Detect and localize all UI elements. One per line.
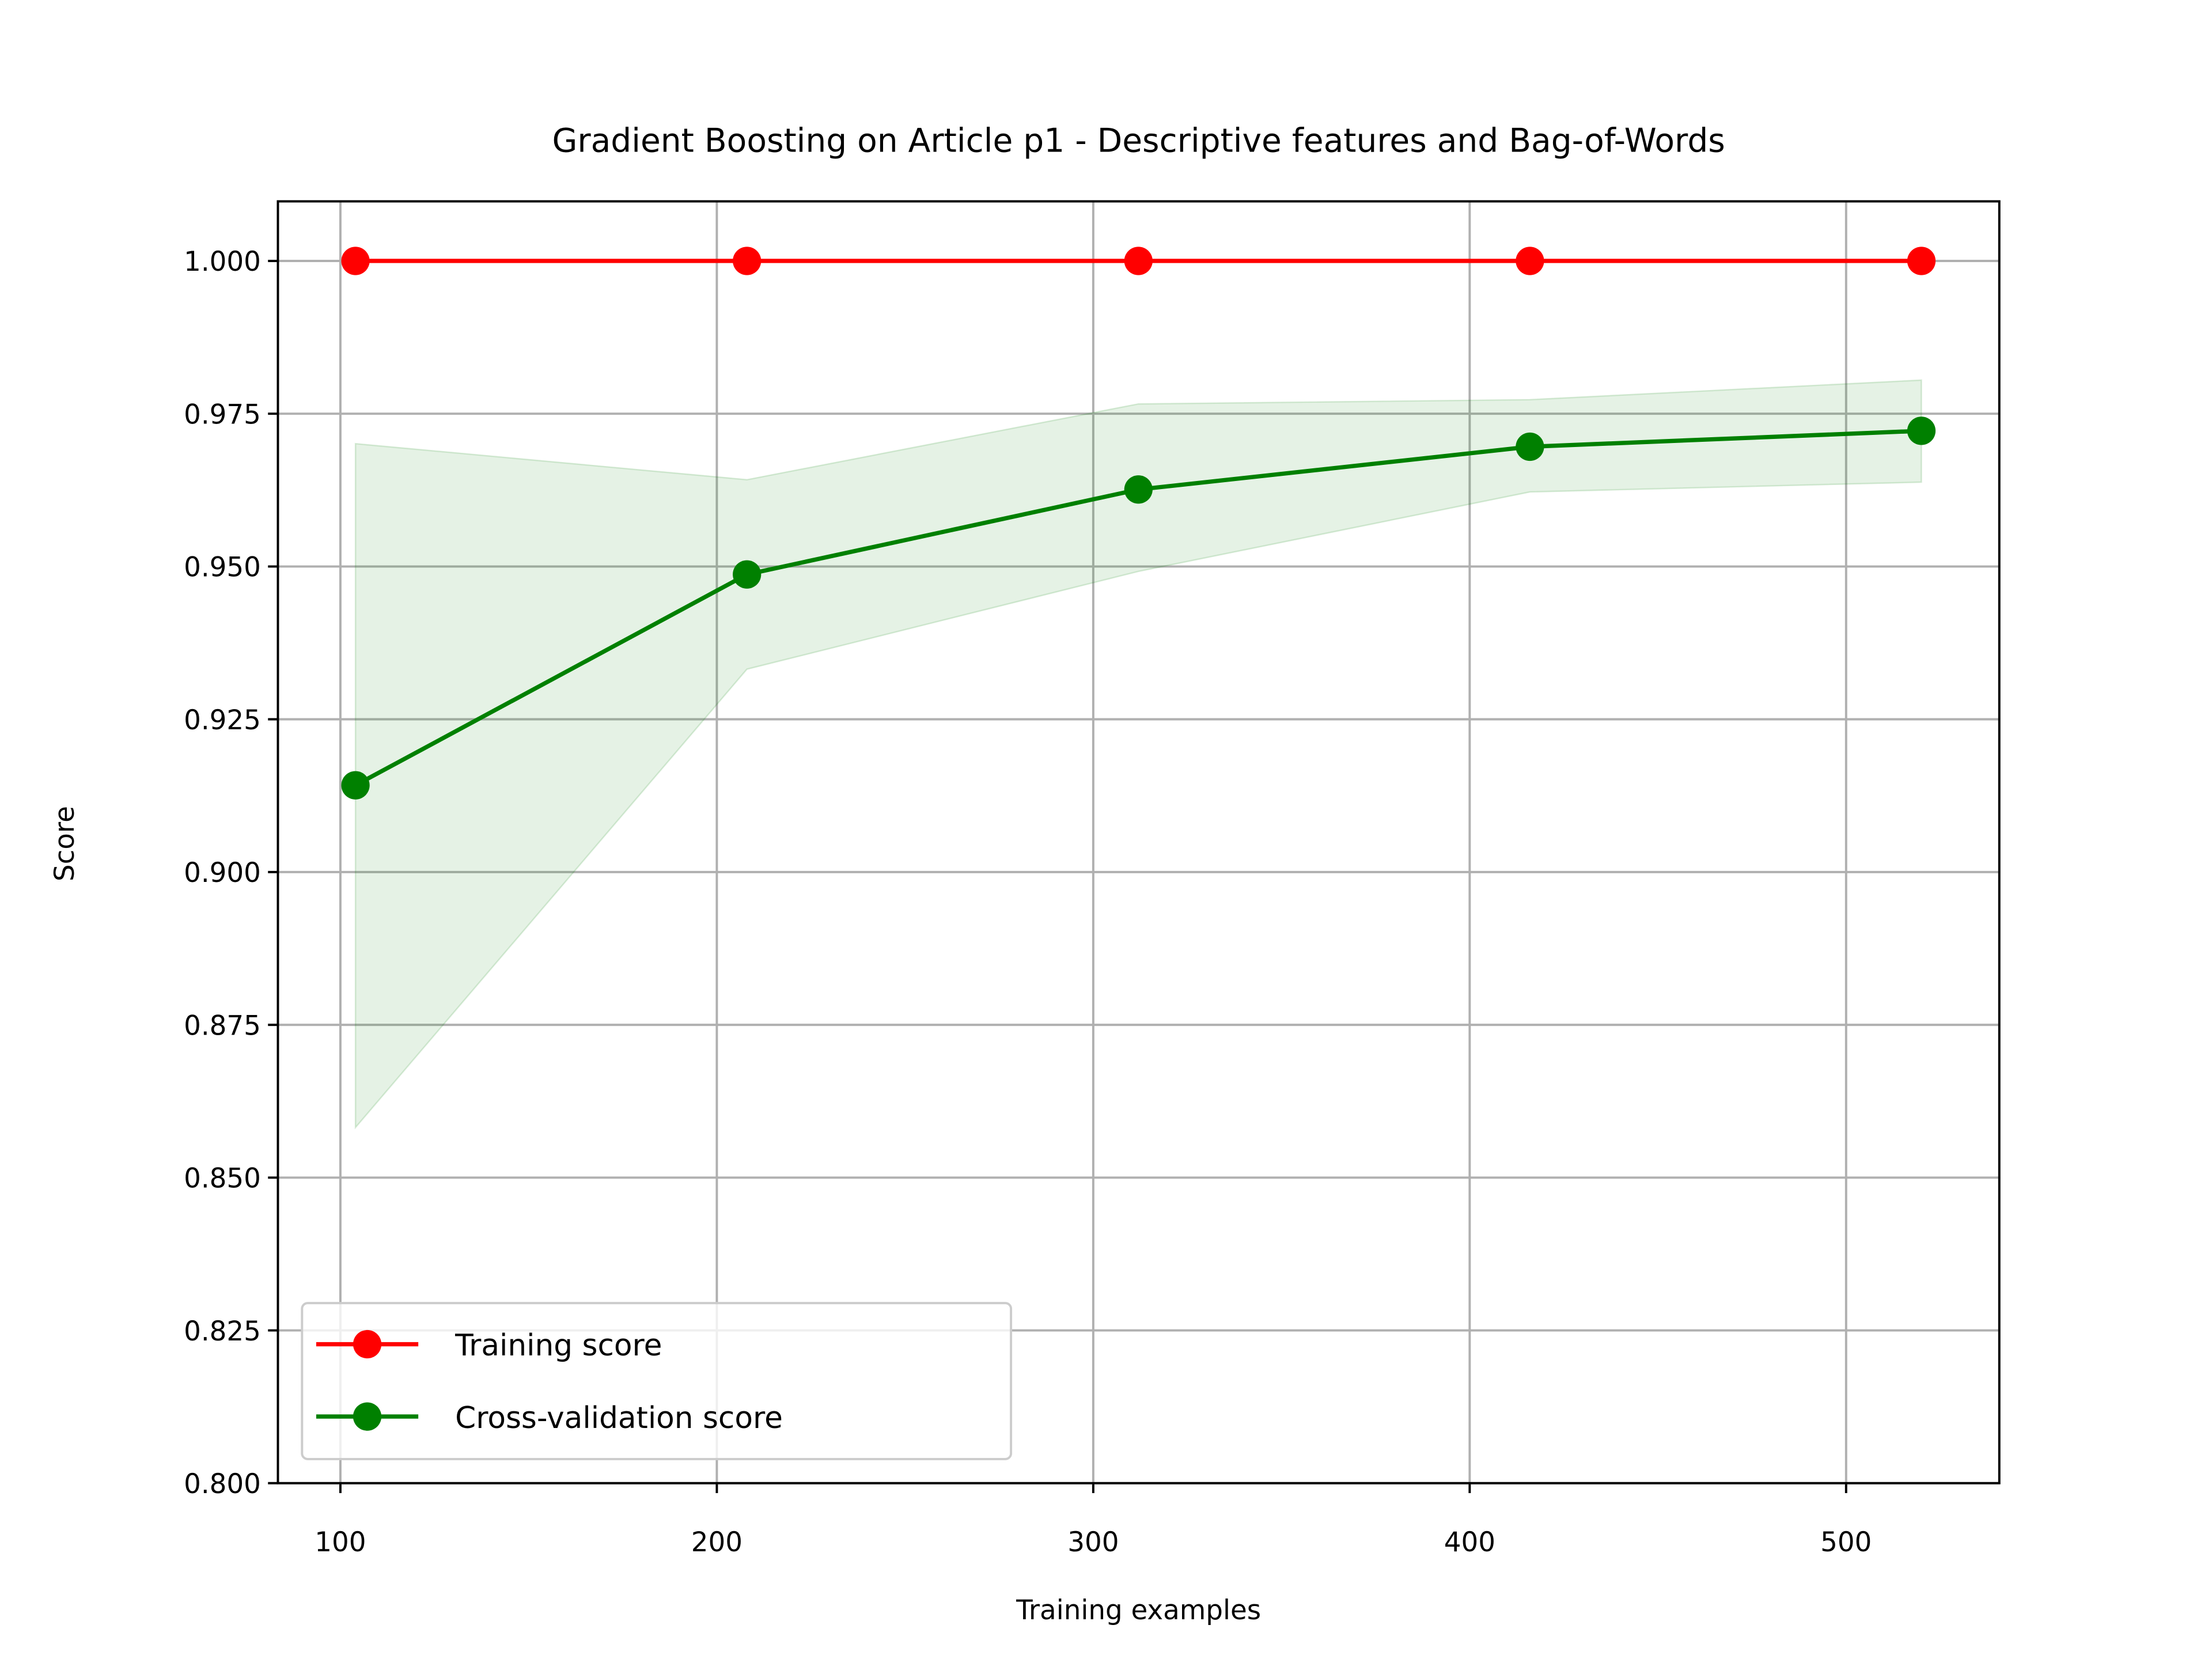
data-point bbox=[341, 247, 370, 275]
y-tick-label: 0.875 bbox=[184, 1010, 261, 1041]
y-tick-label: 1.000 bbox=[184, 247, 261, 278]
y-tick-label: 0.900 bbox=[184, 858, 261, 889]
y-tick-label: 0.950 bbox=[184, 552, 261, 584]
legend-marker bbox=[353, 1402, 382, 1431]
x-tick-label: 200 bbox=[691, 1527, 743, 1558]
data-point bbox=[733, 560, 762, 589]
data-point bbox=[1516, 247, 1544, 275]
x-tick-label: 100 bbox=[315, 1527, 366, 1558]
y-tick-label: 0.850 bbox=[184, 1164, 261, 1195]
x-tick-label: 400 bbox=[1444, 1527, 1495, 1558]
legend-marker bbox=[353, 1330, 382, 1359]
y-tick-label: 0.825 bbox=[184, 1316, 261, 1347]
legend: Training score Cross-validation score bbox=[301, 1302, 1013, 1460]
data-point bbox=[1907, 416, 1936, 445]
plot-frame bbox=[276, 200, 2001, 1484]
legend-label: Cross-validation score bbox=[455, 1401, 783, 1435]
x-axis-label: Training examples bbox=[1016, 1595, 1261, 1626]
y-tick-label: 0.925 bbox=[184, 705, 261, 736]
y-tick-label: 0.800 bbox=[184, 1469, 261, 1500]
data-point bbox=[341, 771, 370, 800]
legend-label: Training score bbox=[454, 1328, 662, 1363]
data-point bbox=[1907, 247, 1936, 275]
y-tick-label: 0.975 bbox=[184, 399, 261, 430]
x-tick-label: 500 bbox=[1820, 1527, 1872, 1558]
data-point bbox=[1516, 432, 1544, 461]
x-tick-label: 300 bbox=[1067, 1527, 1119, 1558]
legend-box bbox=[301, 1302, 1013, 1460]
data-point bbox=[733, 247, 762, 275]
y-axis-label: Score bbox=[50, 806, 81, 881]
chart-title: Gradient Boosting on Article p1 - Descri… bbox=[552, 122, 1725, 160]
data-point bbox=[1124, 475, 1153, 504]
data-point bbox=[1124, 247, 1153, 275]
